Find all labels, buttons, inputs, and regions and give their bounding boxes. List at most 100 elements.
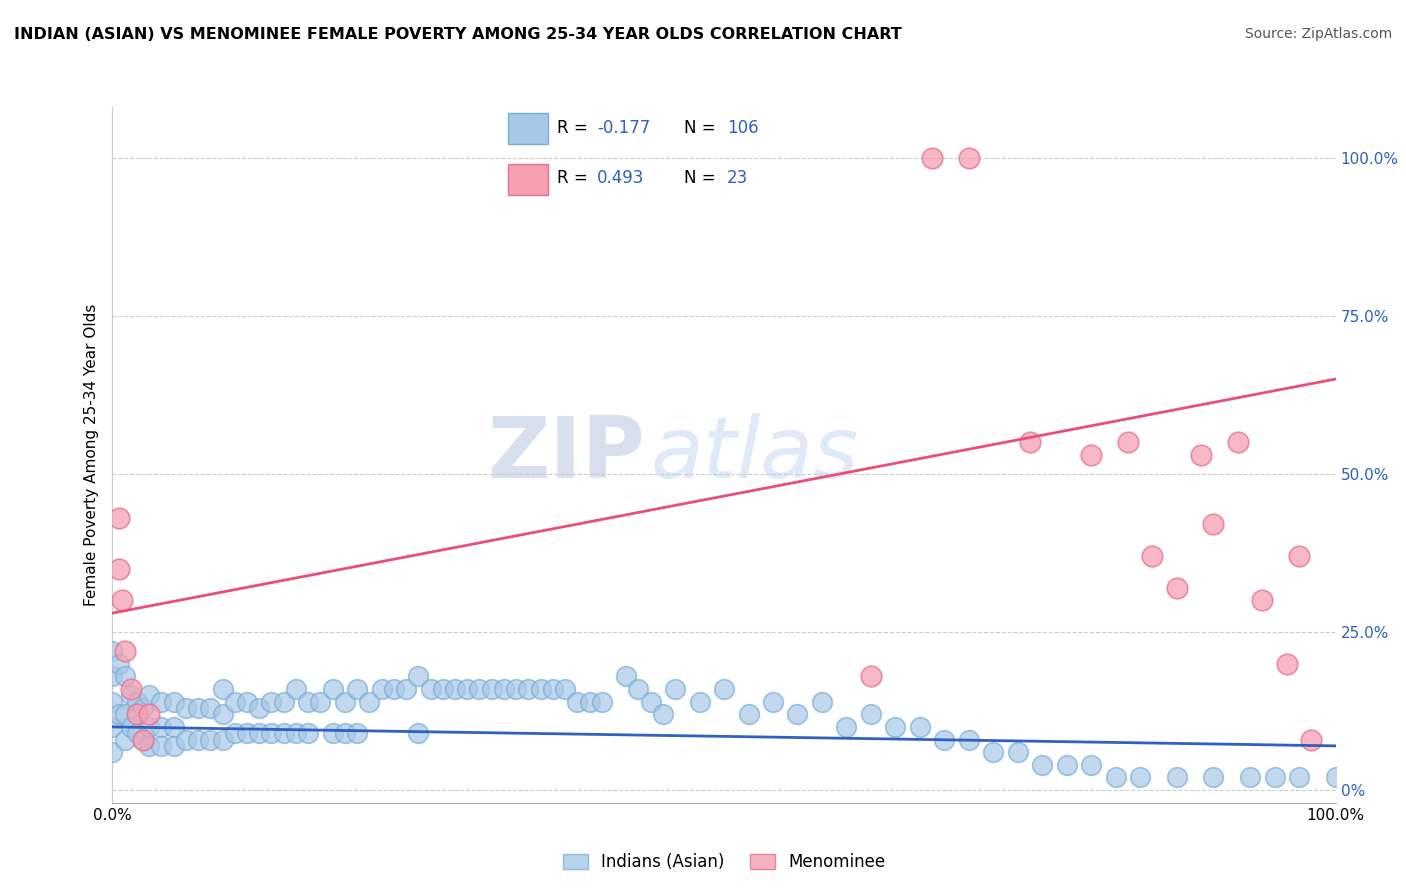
Point	[114, 644, 136, 658]
Point	[1104, 771, 1126, 785]
Point	[408, 726, 430, 740]
Point	[333, 726, 356, 740]
Point	[359, 695, 381, 709]
Point	[689, 695, 711, 709]
Point	[1018, 435, 1040, 450]
Point	[107, 707, 129, 722]
Point	[101, 644, 124, 658]
Point	[260, 726, 283, 740]
Text: R =: R =	[557, 120, 593, 137]
Bar	[508, 112, 548, 144]
Point	[111, 593, 134, 607]
Y-axis label: Female Poverty Among 25-34 Year Olds: Female Poverty Among 25-34 Year Olds	[83, 304, 98, 606]
Point	[125, 695, 148, 709]
Point	[981, 745, 1004, 759]
Point	[101, 695, 124, 709]
Point	[322, 726, 344, 740]
Point	[737, 707, 759, 722]
Point	[957, 151, 980, 165]
Point	[114, 732, 136, 747]
Point	[107, 562, 129, 576]
Point	[132, 732, 155, 747]
Point	[908, 720, 931, 734]
Point	[762, 695, 785, 709]
Point	[468, 681, 491, 696]
Text: N =: N =	[683, 120, 721, 137]
Point	[101, 720, 124, 734]
Point	[333, 695, 356, 709]
Point	[120, 681, 142, 696]
Point	[322, 681, 344, 696]
Point	[101, 669, 124, 683]
Point	[1129, 771, 1152, 785]
Point	[120, 688, 142, 702]
Point	[138, 720, 160, 734]
Text: 0.493: 0.493	[598, 169, 644, 187]
Point	[346, 726, 368, 740]
Point	[284, 726, 308, 740]
Point	[200, 732, 222, 747]
Point	[408, 669, 430, 683]
Point	[432, 681, 454, 696]
Point	[114, 669, 136, 683]
Point	[614, 669, 637, 683]
Point	[236, 726, 259, 740]
Point	[1301, 732, 1323, 747]
Point	[260, 695, 283, 709]
Point	[187, 701, 209, 715]
Point	[1202, 771, 1225, 785]
Point	[591, 695, 613, 709]
Point	[395, 681, 418, 696]
Point	[107, 657, 129, 671]
Point	[150, 739, 173, 753]
Point	[456, 681, 478, 696]
Point	[187, 732, 209, 747]
Point	[1142, 549, 1164, 563]
Point	[114, 707, 136, 722]
Point	[163, 695, 186, 709]
Bar	[508, 164, 548, 194]
Point	[125, 726, 148, 740]
Text: INDIAN (ASIAN) VS MENOMINEE FEMALE POVERTY AMONG 25-34 YEAR OLDS CORRELATION CHA: INDIAN (ASIAN) VS MENOMINEE FEMALE POVER…	[14, 27, 901, 42]
Point	[163, 720, 186, 734]
Point	[835, 720, 858, 734]
Point	[1202, 517, 1225, 532]
Point	[1239, 771, 1261, 785]
Point	[224, 726, 246, 740]
Point	[859, 707, 882, 722]
Point	[481, 681, 503, 696]
Point	[200, 701, 222, 715]
Point	[1116, 435, 1139, 450]
Point	[419, 681, 441, 696]
Point	[101, 745, 124, 759]
Point	[174, 701, 197, 715]
Point	[578, 695, 600, 709]
Point	[211, 732, 233, 747]
Text: N =: N =	[683, 169, 721, 187]
Point	[247, 726, 270, 740]
Point	[1324, 771, 1347, 785]
Point	[1080, 448, 1102, 462]
Point	[1056, 757, 1078, 772]
Point	[284, 681, 308, 696]
Point	[107, 511, 129, 525]
Point	[1288, 549, 1310, 563]
Point	[505, 681, 527, 696]
Point	[713, 681, 735, 696]
Point	[138, 707, 160, 722]
Point	[211, 681, 233, 696]
Point	[1226, 435, 1249, 450]
Point	[138, 688, 160, 702]
Point	[640, 695, 662, 709]
Point	[1166, 771, 1188, 785]
Point	[786, 707, 808, 722]
Point	[884, 720, 907, 734]
Point	[247, 701, 270, 715]
Point	[273, 726, 295, 740]
Point	[273, 695, 295, 709]
Point	[297, 726, 319, 740]
Point	[554, 681, 576, 696]
Point	[224, 695, 246, 709]
Point	[120, 720, 142, 734]
Point	[934, 732, 956, 747]
